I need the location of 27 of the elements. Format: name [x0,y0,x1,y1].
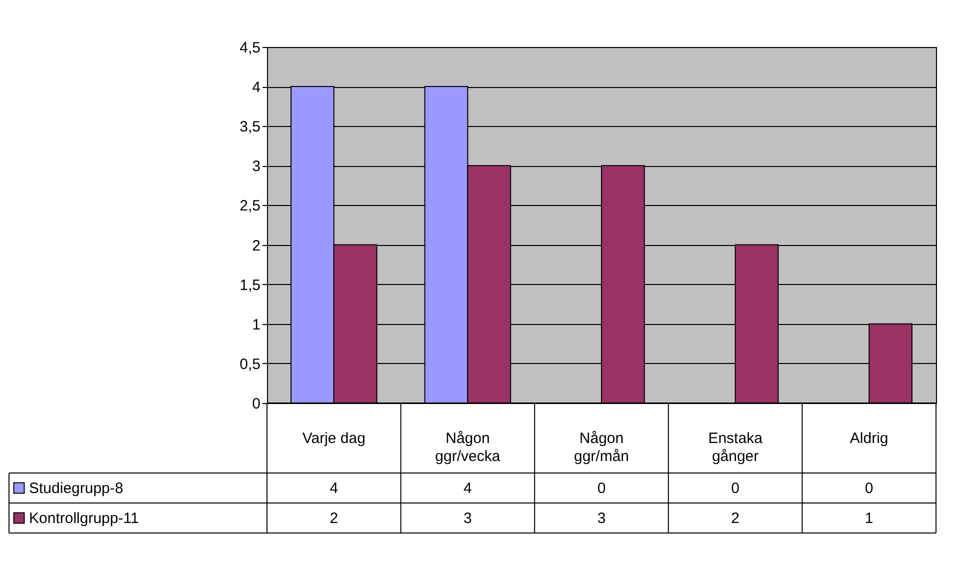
data-label: 0 [597,480,606,497]
y-tick-label: 0,5 [240,356,260,373]
x-tick-label: Någon ggr/mån [574,430,630,465]
data-label: 2 [330,510,338,527]
y-tick-label: 3 [252,158,260,176]
x-tick-label: Någon ggr/vecka [435,430,501,465]
y-tick-label: 2,5 [240,198,260,215]
y-tick-label: 1,5 [240,276,260,294]
data-label: 3 [464,510,472,527]
legend-label: Kontrollgrupp-11 [29,510,139,527]
x-tick-label: Aldrig [850,430,888,447]
data-label: 4 [330,480,338,497]
data-label: 3 [597,510,606,527]
data-label: 1 [864,510,874,527]
data-label: 0 [864,480,874,497]
x-tick-label: Varje dag [302,430,366,447]
y-tick-label: 3,5 [240,118,260,136]
data-label: 2 [731,510,740,527]
y-tick-label: 0 [252,396,260,412]
x-tick-label: Enstaka gånger [708,430,764,465]
data-label: 0 [731,480,740,497]
legend-label: Studiegrupp-8 [29,480,124,497]
y-tick-label: 1 [252,316,260,334]
y-tick-label: 4 [252,79,260,96]
data-label: 4 [464,480,472,497]
y-tick-label: 4,5 [240,40,260,56]
y-tick-label: 2 [252,237,260,254]
